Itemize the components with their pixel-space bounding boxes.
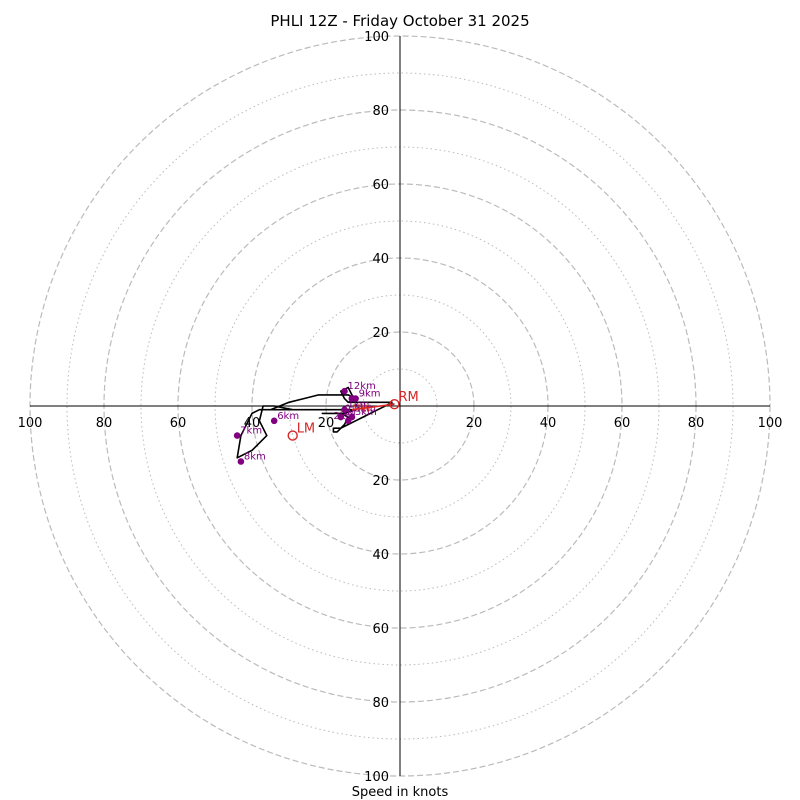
tick-label-south-20: 20 <box>372 474 389 489</box>
storm-motions: RM LM MW <box>287 390 419 441</box>
motion-label-lm: LM <box>297 422 315 437</box>
axes <box>30 36 770 776</box>
height-label-8km: 8km <box>244 452 266 463</box>
tick-label-north-100: 100 <box>364 30 389 45</box>
height-label-7km: 7km <box>240 426 262 437</box>
height-label-3km: 3km <box>355 407 377 418</box>
height-marker-point-8 <box>348 395 356 402</box>
tick-label-west-100: 100 <box>18 416 43 431</box>
height-marker-7km <box>233 432 241 439</box>
tick-label-north-80: 80 <box>372 104 389 119</box>
tick-label-west-20: 20 <box>318 416 335 431</box>
height-label-6km: 6km <box>277 411 299 422</box>
height-label-12km: 12km <box>348 381 376 392</box>
tick-label-south-80: 80 <box>372 696 389 711</box>
height-marker-6km <box>270 417 278 425</box>
tick-label-south-40: 40 <box>372 548 389 563</box>
tick-label-west-80: 80 <box>96 416 113 431</box>
tick-label-north-60: 60 <box>372 178 389 193</box>
tick-label-east-20: 20 <box>466 416 483 431</box>
height-marker-point-1 <box>337 413 345 421</box>
chart-title: PHLI 12Z - Friday October 31 2025 <box>270 12 529 30</box>
tick-label-west-40: 40 <box>244 416 261 431</box>
tick-label-north-40: 40 <box>372 252 389 267</box>
height-label-9km: 9km <box>359 389 381 400</box>
bunkers-vector-line <box>351 403 395 411</box>
tick-label-east-40: 40 <box>540 416 557 431</box>
motion-marker-rm <box>389 398 400 410</box>
overlap-label-2: SM <box>341 407 356 418</box>
motion-label-rm: RM <box>398 390 418 405</box>
tick-label-south-60: 60 <box>372 622 389 637</box>
height-marker-8km <box>237 458 245 465</box>
height-label-1km: 1km <box>348 400 370 411</box>
tick-labels: 20 20 20 20 40 40 40 40 60 60 60 60 80 80 80 80 100 100 10… <box>18 30 783 785</box>
hodograph-trace <box>236 386 395 459</box>
tick-label-east-100: 100 <box>758 416 783 431</box>
hodograph-line <box>236 386 395 459</box>
overlap-label-1: 2km <box>333 411 355 422</box>
height-marker-12km <box>341 387 348 395</box>
tick-label-east-60: 60 <box>614 416 631 431</box>
mean-wind-label: MW <box>352 403 371 414</box>
tick-label-east-80: 80 <box>688 416 705 431</box>
tick-label-south-100: 100 <box>364 770 389 785</box>
height-marker-1km <box>341 406 348 414</box>
tick-label-west-60: 60 <box>170 416 187 431</box>
motion-marker-lm <box>287 430 298 441</box>
tick-label-north-20: 20 <box>372 326 389 341</box>
height-marker-3km <box>348 413 356 421</box>
x-axis-label: Speed in knots <box>352 785 449 800</box>
